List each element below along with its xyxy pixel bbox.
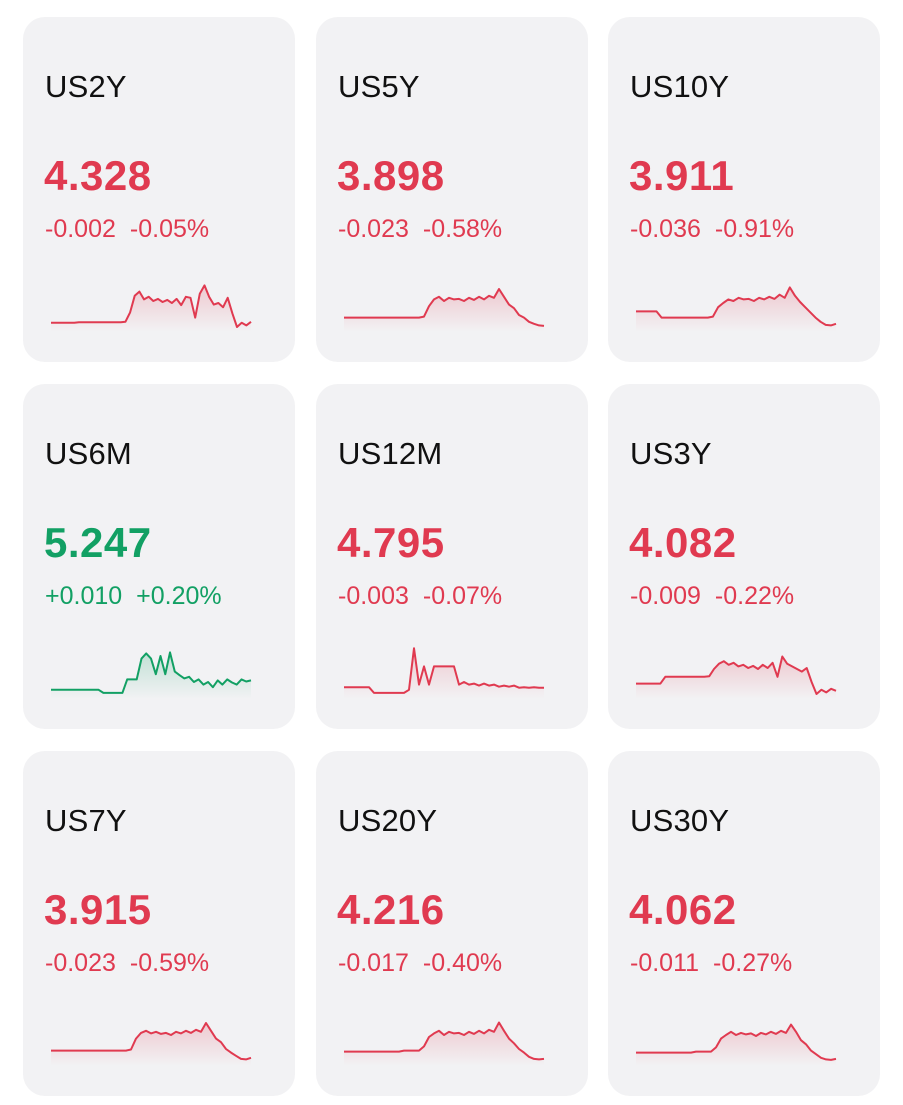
yield-card-us7y[interactable]: US7Y 3.915 -0.023 -0.59% xyxy=(23,751,295,1096)
change-row: -0.023 -0.58% xyxy=(338,215,502,244)
sparkline-area xyxy=(344,289,544,332)
change-value: -0.009 xyxy=(630,582,701,610)
sparkline-area xyxy=(344,648,544,699)
change-percent: -0.58% xyxy=(422,215,503,243)
sparkline-area xyxy=(51,652,251,699)
yield-card-us3y[interactable]: US3Y 4.082 -0.009 -0.22% xyxy=(608,384,880,729)
change-value: -0.036 xyxy=(630,215,701,243)
price-value: 4.328 xyxy=(44,152,152,199)
symbol-label: US3Y xyxy=(630,436,712,471)
yield-card-us10y[interactable]: US10Y 3.911 -0.036 -0.91% xyxy=(608,17,880,362)
price-value: 3.915 xyxy=(44,886,152,933)
change-percent: -0.05% xyxy=(129,215,210,243)
change-row: +0.010 +0.20% xyxy=(45,582,222,611)
change-percent: +0.20% xyxy=(136,582,222,610)
yield-card-us5y[interactable]: US5Y 3.898 -0.023 -0.58% xyxy=(316,17,588,362)
change-value: -0.011 xyxy=(630,949,700,977)
price-value: 4.062 xyxy=(629,886,737,933)
sparkline-line xyxy=(344,288,545,327)
change-percent: -0.40% xyxy=(422,949,503,977)
price-value: 4.082 xyxy=(629,519,737,566)
symbol-label: US30Y xyxy=(630,803,730,838)
sparkline-area xyxy=(636,1024,836,1066)
sparkline-line xyxy=(636,286,837,327)
sparkline-area xyxy=(636,287,836,332)
symbol-label: US2Y xyxy=(45,69,127,104)
change-row: -0.002 -0.05% xyxy=(45,215,209,244)
symbol-label: US20Y xyxy=(338,803,438,838)
sparkline-chart xyxy=(344,288,545,332)
sparkline-line xyxy=(344,647,544,694)
sparkline-chart xyxy=(636,655,837,699)
sparkline-chart xyxy=(636,286,837,332)
sparkline-area xyxy=(51,1023,251,1066)
sparkline-line xyxy=(51,1022,252,1061)
price-value: 3.911 xyxy=(629,152,735,199)
sparkline-chart xyxy=(636,1023,837,1066)
change-value: -0.002 xyxy=(45,215,116,243)
change-value: +0.010 xyxy=(45,582,123,610)
change-value: -0.017 xyxy=(338,949,409,977)
sparkline-chart xyxy=(51,1022,252,1066)
sparkline-line xyxy=(51,651,252,694)
change-percent: -0.22% xyxy=(714,582,795,610)
change-percent: -0.91% xyxy=(714,215,795,243)
sparkline-area xyxy=(344,1022,544,1066)
sparkline-line xyxy=(636,655,837,695)
sparkline-area xyxy=(51,285,251,332)
sparkline-chart xyxy=(344,1021,545,1066)
symbol-label: US10Y xyxy=(630,69,730,104)
yield-card-us30y[interactable]: US30Y 4.062 -0.011 -0.27% xyxy=(608,751,880,1096)
yield-card-us20y[interactable]: US20Y 4.216 -0.017 -0.40% xyxy=(316,751,588,1096)
yield-card-us2y[interactable]: US2Y 4.328 -0.002 -0.05% xyxy=(23,17,295,362)
price-value: 5.247 xyxy=(44,519,152,566)
sparkline-line xyxy=(636,1023,837,1061)
change-row: -0.036 -0.91% xyxy=(630,215,794,244)
price-value: 4.216 xyxy=(337,886,445,933)
change-row: -0.003 -0.07% xyxy=(338,582,502,611)
change-value: -0.023 xyxy=(338,215,409,243)
yield-card-us6m[interactable]: US6M 5.247 +0.010 +0.20% xyxy=(23,384,295,729)
sparkline-line xyxy=(344,1021,545,1061)
change-percent: -0.27% xyxy=(713,949,793,977)
price-value: 4.795 xyxy=(337,519,445,566)
sparkline-area xyxy=(636,656,836,699)
change-value: -0.003 xyxy=(338,582,409,610)
change-percent: -0.07% xyxy=(422,582,503,610)
sparkline-chart xyxy=(51,651,252,699)
yield-card-us12m[interactable]: US12M 4.795 -0.003 -0.07% xyxy=(316,384,588,729)
change-percent: -0.59% xyxy=(129,949,210,977)
symbol-label: US5Y xyxy=(338,69,420,104)
change-row: -0.023 -0.59% xyxy=(45,949,209,978)
symbol-label: US6M xyxy=(45,436,132,471)
price-value: 3.898 xyxy=(337,152,445,199)
change-row: -0.009 -0.22% xyxy=(630,582,794,611)
change-row: -0.017 -0.40% xyxy=(338,949,502,978)
sparkline-chart xyxy=(51,284,252,332)
symbol-label: US7Y xyxy=(45,803,127,838)
symbol-label: US12M xyxy=(338,436,443,471)
sparkline-chart xyxy=(344,647,544,699)
change-value: -0.023 xyxy=(45,949,116,977)
change-row: -0.011 -0.27% xyxy=(630,949,792,978)
sparkline-line xyxy=(51,284,252,328)
